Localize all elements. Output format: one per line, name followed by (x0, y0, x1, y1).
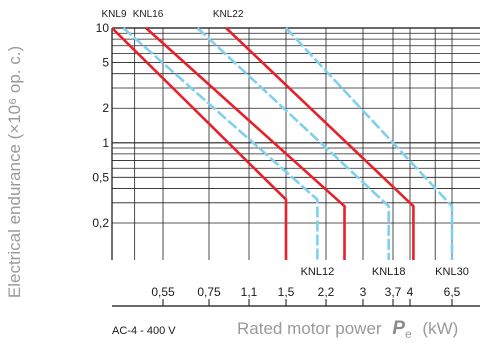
series-line-knl16 (145, 27, 346, 260)
series-label-knl16: KNL16 (133, 9, 164, 20)
y-tick-label: 1 (102, 136, 109, 150)
plot-frame (111, 27, 480, 260)
test-condition-note: AC-4 - 400 V (112, 325, 176, 337)
x-tick-label: 1,5 (278, 285, 295, 299)
series-line-knl12 (122, 27, 319, 260)
series-line-knl18 (196, 27, 391, 260)
x-tick-label: 6,5 (444, 285, 461, 299)
chart-grid (112, 27, 480, 260)
y-axis-title: Electrical endurance (×10⁶ op. c.) (5, 46, 24, 298)
x-axis-unit: (kW) (422, 319, 458, 338)
y-tick-label: 5 (102, 56, 109, 70)
series-curves (111, 27, 454, 260)
x-tick-label: 0,55 (151, 285, 175, 299)
y-tick-label: 2 (102, 101, 109, 115)
y-axis-ticks: 10 5 2 1 0,5 0,2 (92, 21, 109, 230)
series-label-knl22: KNL22 (213, 9, 244, 20)
series-label-knl30: KNL30 (435, 266, 469, 278)
x-tick-label: 1,1 (241, 285, 258, 299)
x-tick-label: 3 (360, 285, 367, 299)
x-axis: 0,55 0,75 1,1 1,5 2,2 3 3,7 4 6,5 (112, 285, 480, 307)
x-axis-symbol: P (392, 318, 405, 339)
series-labels: KNL9 KNL12 KNL16 KNL18 KNL22 KNL30 (101, 9, 468, 278)
series-line-knl9 (111, 27, 288, 260)
series-label-knl9: KNL9 (101, 9, 126, 20)
x-tick-label: 3,7 (385, 285, 402, 299)
y-tick-label: 10 (96, 21, 110, 35)
y-tick-label: 0,2 (92, 216, 109, 230)
series-label-knl18: KNL18 (372, 266, 406, 278)
series-line-knl30 (285, 27, 454, 260)
x-axis-symbol-subscript: e (405, 327, 412, 341)
x-tick-label: 4 (407, 285, 414, 299)
x-axis-title-text: Rated motor power (237, 319, 382, 338)
x-axis-title: Rated motor power Pe (kW) (237, 318, 458, 342)
x-tick-label: 2,2 (318, 285, 335, 299)
series-line-knl22 (225, 27, 415, 260)
x-tick-label: 0,75 (197, 285, 221, 299)
y-tick-label: 0,5 (92, 170, 109, 184)
series-label-knl12: KNL12 (301, 266, 335, 278)
